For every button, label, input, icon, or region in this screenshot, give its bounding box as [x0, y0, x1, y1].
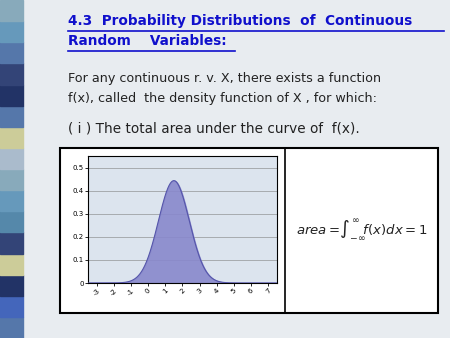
- Text: 4.3  Probability Distributions  of  Continuous: 4.3 Probability Distributions of Continu…: [68, 14, 412, 28]
- Text: Random    Variables:: Random Variables:: [68, 34, 227, 48]
- Text: For any continuous r. v. X, there exists a function: For any continuous r. v. X, there exists…: [68, 72, 381, 85]
- Bar: [60, 148, 438, 313]
- Point: [282, 146, 288, 150]
- Point: [232, 49, 238, 53]
- Text: $area=\!\int_{-\infty}^{\infty}\! f(x)dx = 1$: $area=\!\int_{-\infty}^{\infty}\! f(x)dx…: [296, 218, 427, 243]
- Point: [282, 311, 288, 315]
- Point: [65, 49, 71, 53]
- Text: f(x), called  the density function of X , for which:: f(x), called the density function of X ,…: [68, 92, 377, 105]
- Text: ( i ) The total area under the curve of  f(x).: ( i ) The total area under the curve of …: [68, 122, 360, 136]
